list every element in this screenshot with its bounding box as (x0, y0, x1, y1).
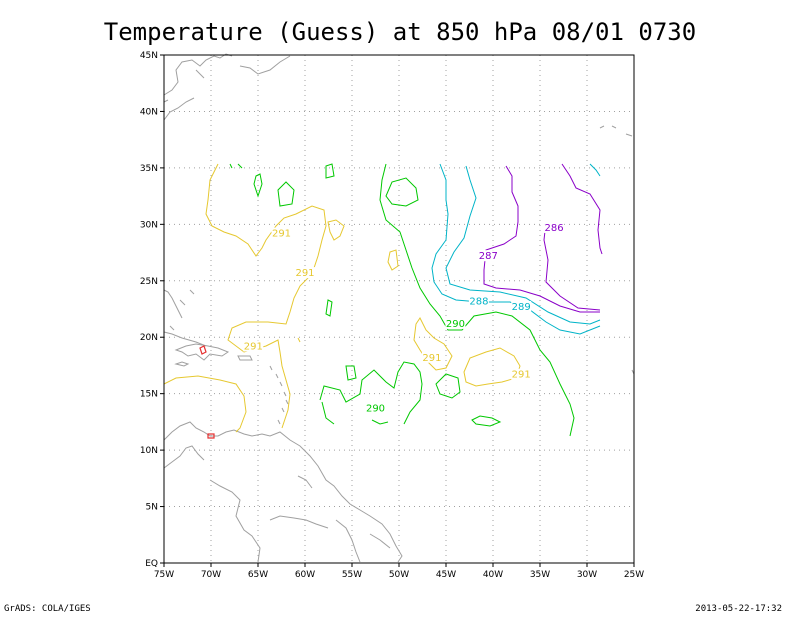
contour-label-bg (468, 295, 489, 307)
contour-290 (229, 163, 575, 437)
y-tick-label: 15N (140, 390, 158, 400)
x-tick-label: 45W (436, 570, 456, 580)
contour-label: 291 (295, 268, 314, 279)
grads-credit: GrADS: COLA/IGES (4, 604, 91, 614)
x-tick-label: 60W (295, 570, 315, 580)
contour-label: 290 (366, 404, 385, 415)
contour-291 (163, 163, 521, 433)
x-tick-label: 70W (201, 570, 221, 580)
y-tick-label: 45N (140, 51, 158, 61)
y-tick-label: 30N (140, 220, 158, 230)
contour-286 (483, 163, 603, 313)
plot-frame (163, 54, 635, 564)
x-axis-ticks: 75W 70W 65W 60W 55W 50W 45W 40W 35W 30W 25W (154, 563, 644, 580)
contour-label: 286 (545, 223, 564, 234)
contour-label-bg (295, 267, 315, 279)
contour-label-bg (511, 368, 532, 380)
contour-label-bg (243, 340, 264, 352)
contour-label: 288 (469, 296, 488, 307)
y-tick-label: 10N (140, 446, 158, 456)
x-tick-label: 25W (624, 570, 644, 580)
lat-lon-grid (164, 55, 634, 563)
contour-label-bg (271, 227, 292, 239)
contour-label-bg (544, 221, 565, 233)
x-tick-label: 40W (483, 570, 503, 580)
contour-label: 291 (244, 342, 263, 353)
coastlines (163, 53, 635, 563)
contour-label: 291 (512, 370, 531, 381)
contour-label: 291 (272, 229, 291, 240)
y-axis-ticks: EQ 5N 10N 15N 20N 25N 30N 35N 40N 45N (140, 51, 164, 569)
y-tick-label: 5N (146, 503, 158, 513)
contour-label: 290 (446, 319, 465, 330)
y-tick-label: 25N (140, 277, 158, 287)
contour-label-bg (421, 351, 442, 363)
y-tick-label: 20N (140, 333, 158, 343)
contour-label-bg (365, 402, 386, 414)
map-title: Temperature (Guess) at 850 hPa 08/01 073… (103, 18, 697, 46)
contour-label: 287 (479, 251, 498, 262)
y-tick-label: EQ (145, 559, 158, 569)
contour-label: 291 (422, 353, 441, 364)
x-tick-label: 35W (530, 570, 550, 580)
x-tick-label: 50W (389, 570, 409, 580)
x-tick-label: 65W (248, 570, 268, 580)
contour-label-bg (478, 250, 499, 262)
contour-label: 289 (512, 302, 531, 313)
y-tick-label: 40N (140, 107, 158, 117)
contour-292 (199, 345, 215, 439)
x-tick-label: 30W (577, 570, 597, 580)
x-tick-label: 55W (342, 570, 362, 580)
contour-288 (431, 163, 601, 335)
contour-labels: 286 287 288 289 290 290 291 291 291 291 291 (243, 221, 565, 415)
timestamp: 2013-05-22-17:32 (695, 604, 782, 614)
x-tick-label: 75W (154, 570, 174, 580)
contour-label-bg (445, 317, 466, 329)
contour-label-bg (511, 301, 532, 312)
y-tick-label: 35N (140, 164, 158, 174)
